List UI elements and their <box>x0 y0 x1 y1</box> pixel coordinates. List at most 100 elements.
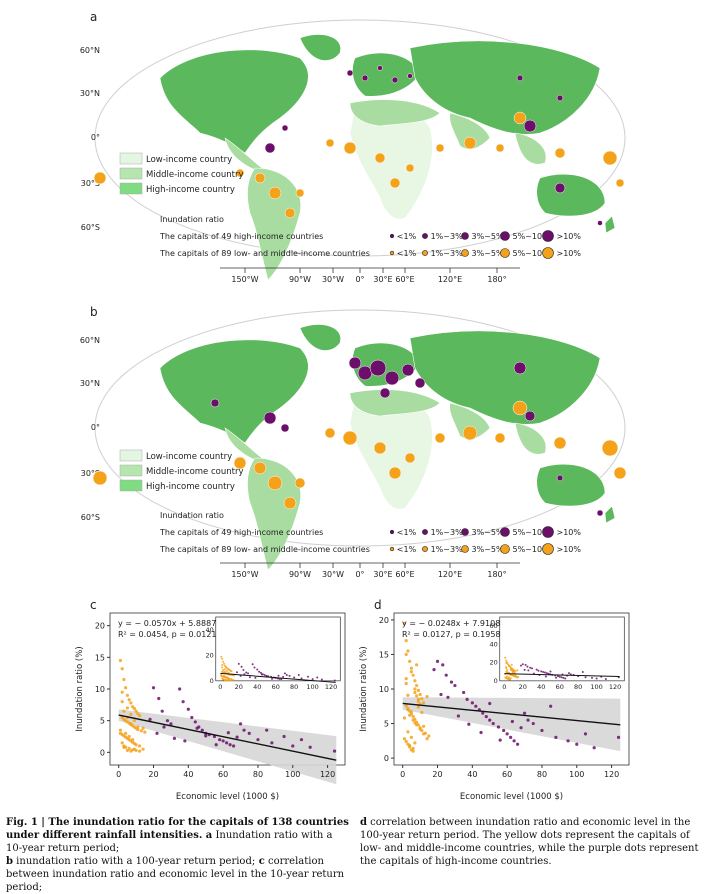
capital-high-income <box>596 509 604 517</box>
capital-low-income <box>435 143 445 153</box>
inset-point <box>297 674 300 677</box>
inundation-legend-title: Inundation ratio <box>160 215 224 224</box>
inundation-legend-dot <box>500 231 510 241</box>
caption-a-text: Inundation ratio with a 10-year return p… <box>6 830 333 854</box>
capital-low-income <box>462 425 478 441</box>
data-point <box>515 742 520 746</box>
income-legend-label: Low-income country <box>146 155 232 165</box>
data-point <box>299 738 304 742</box>
data-point <box>554 735 558 739</box>
inundation-legend-class: 3%~5% <box>472 545 504 554</box>
inset-point <box>221 657 224 660</box>
inset-x-tick-label: 20 <box>235 683 243 691</box>
inset-point <box>280 678 283 681</box>
capital-high-income <box>401 363 415 377</box>
inset-regression-line <box>504 673 620 677</box>
data-point <box>449 680 454 684</box>
capital-low-income <box>92 470 108 486</box>
y-axis-label: Inundation ratio (%) <box>359 646 369 731</box>
land-asia <box>409 40 601 135</box>
capital-high-income <box>523 119 537 133</box>
data-point <box>125 693 130 697</box>
capital-high-income <box>414 377 426 389</box>
data-point <box>291 744 295 748</box>
inset-point <box>508 678 511 681</box>
data-point <box>139 729 143 733</box>
regression-equation: y = − 0.0570x + 5.8887 <box>118 619 216 628</box>
data-point <box>491 721 495 726</box>
capital-high-income <box>513 361 527 375</box>
map-panel-b: 60°N 30°N 0° 30°S 60°S 150°W 90°W 30°W 0° 30°E 60°… <box>0 308 708 593</box>
inset-y-tick-label: 20 <box>205 651 213 659</box>
inundation-legend-dot <box>389 233 395 239</box>
inundation-legend-class: 5%~10% <box>513 232 551 241</box>
inset-point <box>311 678 314 681</box>
lat-label: 30°S <box>81 179 100 188</box>
inset-point <box>505 662 508 665</box>
data-point <box>409 710 414 714</box>
caption-b-text: inundation ratio with a 100-year return … <box>13 856 256 867</box>
x-tick-label: 20 <box>148 770 158 779</box>
capital-high-income <box>361 74 369 82</box>
caption-a-letter: a <box>202 830 213 841</box>
inundation-legend-dot <box>542 247 554 259</box>
inset-point <box>251 663 254 666</box>
y-tick-label: 5 <box>384 720 389 729</box>
data-point <box>265 728 269 732</box>
capital-high-income <box>407 73 413 79</box>
data-point <box>228 743 232 747</box>
capital-low-income <box>233 456 247 470</box>
data-point <box>181 700 185 704</box>
inset-point <box>220 655 223 658</box>
lat-label: 60°N <box>80 46 100 55</box>
inset-point <box>288 674 291 677</box>
data-point <box>519 726 523 730</box>
inundation-legend-dot <box>389 546 395 552</box>
data-point <box>479 730 483 735</box>
land-australia <box>536 463 606 507</box>
panel-label-b: b <box>90 305 98 319</box>
capital-low-income <box>254 172 266 184</box>
inset-point <box>248 676 251 679</box>
lat-label: 30°S <box>81 469 100 478</box>
capital-low-income <box>283 496 297 510</box>
inset-point <box>247 672 250 675</box>
data-point <box>427 734 431 738</box>
data-point <box>566 739 570 743</box>
data-point <box>129 722 133 726</box>
data-point <box>416 688 420 692</box>
data-point <box>131 738 135 742</box>
inset-point <box>591 676 594 679</box>
inset-point <box>220 674 223 677</box>
inset-point <box>223 662 226 665</box>
lon-label: 30°E <box>373 570 392 579</box>
inundation-legend-class: <1% <box>397 232 417 241</box>
inset-point <box>254 676 257 679</box>
capital-low-income <box>615 178 625 188</box>
data-point <box>531 721 535 726</box>
lon-label: 30°E <box>373 275 392 284</box>
inset-point <box>509 668 512 671</box>
data-point <box>120 667 124 671</box>
inset-point <box>271 677 274 680</box>
land-new-zealand <box>604 215 616 234</box>
inundation-legend-dot <box>461 528 469 536</box>
data-point <box>413 679 417 683</box>
lat-label: 30°N <box>80 89 100 98</box>
lon-label: 120°E <box>438 570 462 579</box>
inset-point <box>560 676 563 679</box>
inset-point <box>256 668 259 671</box>
x-tick-label: 100 <box>569 770 584 779</box>
data-point <box>408 713 412 717</box>
inset-point <box>514 674 517 677</box>
inundation-legend-class: >10% <box>557 232 582 241</box>
inset-x-tick-label: 60 <box>272 683 280 691</box>
data-point <box>411 718 415 722</box>
data-point <box>129 749 133 753</box>
inset-point <box>504 656 507 659</box>
income-legend-label: Middle-income country <box>146 170 243 180</box>
data-point <box>406 649 410 653</box>
inundation-legend-dot <box>422 529 428 535</box>
capital-low-income <box>388 466 402 480</box>
data-point <box>549 704 553 708</box>
